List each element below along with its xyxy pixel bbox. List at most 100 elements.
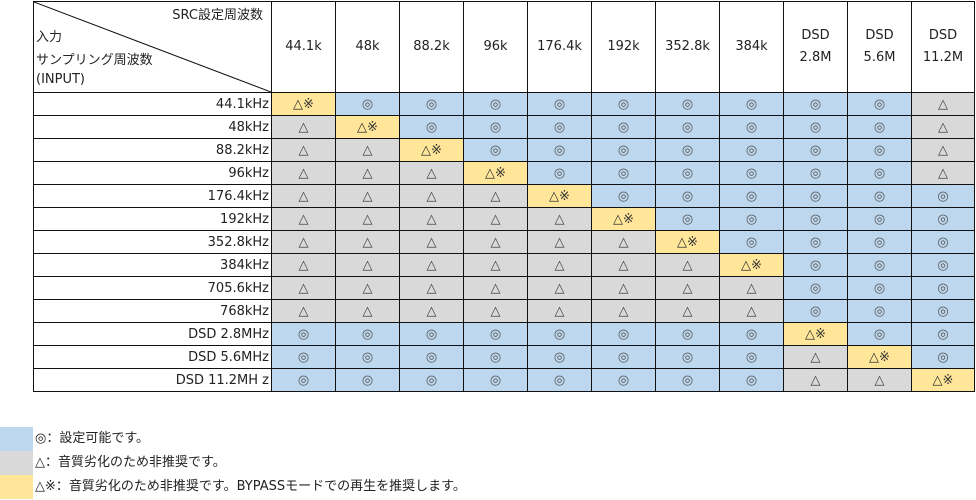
compat-cell-ok: ◎ [527, 368, 592, 392]
compat-cell-ok: ◎ [527, 345, 592, 369]
compat-cell-ng: △ [463, 299, 528, 323]
table-row: 88.2kHz △ △ △※ ◎ ◎ ◎ ◎ ◎ ◎ ◎ △ [33, 138, 975, 162]
compat-cell-ok: ◎ [847, 184, 912, 208]
row-label: 705.6kHz [33, 276, 272, 300]
column-header-line1: 192k [607, 39, 640, 54]
src-setting-label: SRC設定周波数 [172, 8, 263, 23]
input-label: 入力 [36, 30, 63, 45]
compat-cell-ng: △ [335, 161, 400, 185]
compat-cell-ng: △ [591, 299, 656, 323]
compat-cell-ng: △ [399, 299, 464, 323]
compat-cell-ng: △ [399, 276, 464, 300]
compat-cell-ok: ◎ [463, 115, 528, 139]
compat-cell-ok: ◎ [655, 184, 720, 208]
compat-cell-ng: △ [335, 230, 400, 254]
compat-cell-ng: △ [527, 253, 592, 277]
column-header-line1: 44.1k [285, 39, 322, 54]
table-row: 768kHz △ △ △ △ △ △ △ △ ◎ ◎ ◎ [33, 299, 975, 323]
compat-cell-ok: ◎ [719, 138, 784, 162]
column-header-line1: DSD [865, 28, 894, 43]
compat-cell-ok: ◎ [271, 368, 336, 392]
compat-cell-ng: △ [271, 253, 336, 277]
compat-cell-ok: ◎ [783, 184, 848, 208]
compat-cell-ok: ◎ [463, 345, 528, 369]
compat-cell-ng: △ [271, 230, 336, 254]
compat-cell-ok: ◎ [655, 138, 720, 162]
diagonal-divider [34, 2, 271, 92]
compat-cell-ok: ◎ [335, 322, 400, 346]
compat-cell-ng: △ [271, 115, 336, 139]
compat-cell-by: △※ [399, 138, 464, 162]
row-label: 192kHz [33, 207, 272, 231]
compat-cell-ok: ◎ [719, 184, 784, 208]
compat-cell-ok: ◎ [591, 115, 656, 139]
compat-cell-ok: ◎ [783, 253, 848, 277]
table-row: 705.6kHz △ △ △ △ △ △ △ △ ◎ ◎ ◎ [33, 276, 975, 300]
compat-cell-ok: ◎ [783, 299, 848, 323]
compat-cell-ng: △ [399, 184, 464, 208]
table-row: DSD 11.2MH z ◎ ◎ ◎ ◎ ◎ ◎ ◎ ◎ △ △ △※ [33, 368, 975, 392]
column-header-line1: DSD [928, 28, 958, 43]
compat-cell-ok: ◎ [591, 92, 656, 116]
compat-cell-ng: △ [719, 276, 784, 300]
compat-cell-by: △※ [271, 92, 336, 116]
compat-cell-ok: ◎ [783, 115, 848, 139]
table-row: 352.8kHz △ △ △ △ △ △ △※ ◎ ◎ ◎ ◎ [33, 230, 975, 254]
compat-cell-ng: △ [655, 276, 720, 300]
compat-cell-ok: ◎ [655, 115, 720, 139]
column-header-1: 48k [335, 1, 400, 93]
column-header-line1: 48k [355, 39, 380, 54]
table-row: 44.1kHz △※ ◎ ◎ ◎ ◎ ◎ ◎ ◎ ◎ ◎ △ [33, 92, 975, 116]
row-label: 96kHz [33, 161, 272, 185]
compat-cell-ok: ◎ [719, 115, 784, 139]
column-header-line2: 2.8M [799, 50, 832, 65]
compat-cell-by: △※ [527, 184, 592, 208]
compat-cell-ng: △ [527, 230, 592, 254]
compat-cell-ok: ◎ [911, 322, 975, 346]
compat-cell-ok: ◎ [783, 138, 848, 162]
compat-cell-ok: ◎ [847, 92, 912, 116]
compat-cell-ok: ◎ [847, 161, 912, 185]
compat-cell-ok: ◎ [783, 207, 848, 231]
compat-cell-ok: ◎ [655, 368, 720, 392]
compat-cell-ok: ◎ [399, 115, 464, 139]
column-header-line1: 96k [483, 39, 508, 54]
column-header-6: 352.8k [655, 1, 720, 93]
compat-cell-ok: ◎ [847, 230, 912, 254]
compat-cell-ng: △ [271, 299, 336, 323]
compat-cell-ok: ◎ [335, 345, 400, 369]
legend-swatch [0, 475, 33, 499]
compat-cell-ok: ◎ [399, 322, 464, 346]
compat-cell-by: △※ [911, 368, 975, 392]
compat-cell-ng: △ [335, 299, 400, 323]
compat-cell-ng: △ [335, 184, 400, 208]
compat-cell-ng: △ [463, 230, 528, 254]
header-row: SRC設定周波数 入力 サンプリング周波数 (INPUT) 44.1k 48k 88… [33, 1, 975, 93]
compat-cell-ok: ◎ [847, 253, 912, 277]
column-header-5: 192k [591, 1, 656, 93]
compat-cell-ng: △ [271, 276, 336, 300]
compat-cell-ok: ◎ [911, 299, 975, 323]
compat-cell-ok: ◎ [847, 299, 912, 323]
compat-cell-ok: ◎ [591, 345, 656, 369]
compat-cell-ok: ◎ [463, 92, 528, 116]
compat-cell-ng: △ [911, 138, 975, 162]
compat-cell-ok: ◎ [591, 322, 656, 346]
src-compatibility-table: SRC設定周波数 入力 サンプリング周波数 (INPUT) 44.1k 48k 88… [33, 1, 975, 392]
column-header-line2: 11.2M [922, 50, 964, 65]
compat-cell-ok: ◎ [591, 161, 656, 185]
compat-cell-ok: ◎ [847, 276, 912, 300]
compat-cell-by: △※ [655, 230, 720, 254]
compat-cell-ng: △ [463, 184, 528, 208]
compat-cell-by: △※ [719, 253, 784, 277]
compat-cell-ok: ◎ [783, 276, 848, 300]
compat-cell-ok: ◎ [719, 207, 784, 231]
input-paren-label: (INPUT) [36, 72, 85, 87]
compat-cell-ok: ◎ [847, 115, 912, 139]
row-label: DSD 2.8MHz [33, 322, 272, 346]
table-row: 48kHz △ △※ ◎ ◎ ◎ ◎ ◎ ◎ ◎ ◎ △ [33, 115, 975, 139]
table-row: DSD 5.6MHz ◎ ◎ ◎ ◎ ◎ ◎ ◎ ◎ △ △※ ◎ [33, 345, 975, 369]
compat-cell-by: △※ [847, 345, 912, 369]
compat-cell-ok: ◎ [655, 322, 720, 346]
compat-cell-ok: ◎ [463, 322, 528, 346]
